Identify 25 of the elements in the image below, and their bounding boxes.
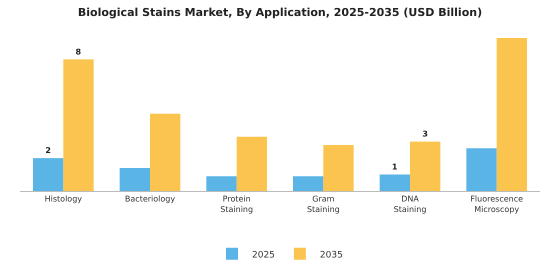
bar bbox=[33, 158, 64, 191]
bar bbox=[63, 59, 94, 191]
x-tick-label: DNA Staining bbox=[394, 194, 426, 214]
x-tick-label: Fluorescence Microscopy bbox=[470, 194, 524, 214]
data-label: 2 bbox=[45, 146, 51, 156]
x-tick-label: Protein Staining bbox=[220, 194, 254, 214]
bar bbox=[466, 148, 497, 191]
bar bbox=[236, 136, 267, 191]
bar bbox=[496, 38, 527, 191]
legend-label: 2025 bbox=[252, 250, 275, 260]
bar bbox=[380, 174, 410, 191]
data-label: 8 bbox=[76, 47, 82, 56]
x-tick-label: Gram Staining bbox=[306, 194, 340, 214]
bar bbox=[323, 144, 354, 191]
chart-title: Biological Stains Market, By Application, 2025-2035 (USD Billion) bbox=[78, 6, 482, 20]
bar bbox=[150, 114, 180, 191]
bar bbox=[206, 176, 237, 191]
bar bbox=[293, 176, 324, 191]
data-label: 3 bbox=[422, 130, 428, 139]
bar bbox=[120, 168, 150, 191]
x-tick-label: Bacteriology bbox=[124, 194, 176, 204]
data-label: 1 bbox=[392, 162, 398, 172]
bar bbox=[410, 142, 440, 191]
legend-label: 2035 bbox=[320, 250, 343, 260]
x-tick-label: Histology bbox=[44, 194, 82, 204]
